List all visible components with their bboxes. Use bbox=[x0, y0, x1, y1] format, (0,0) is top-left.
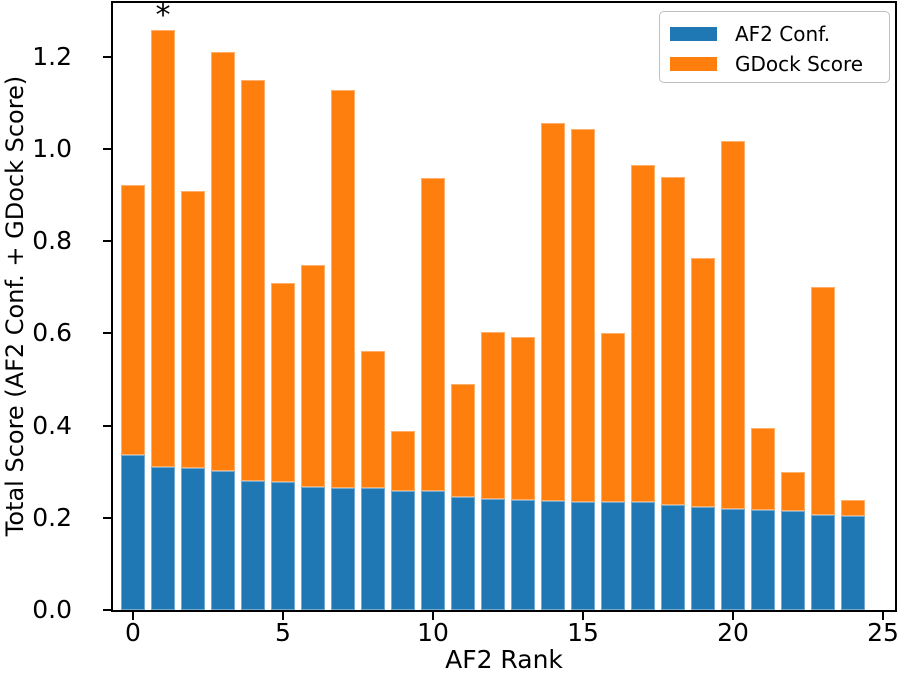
bar-segment-af2-conf bbox=[391, 491, 415, 610]
bar-segment-af2-conf bbox=[541, 501, 565, 610]
x-tick-label: 25 bbox=[867, 618, 899, 647]
bar-segment-af2-conf bbox=[451, 497, 475, 610]
bar-segment-af2-conf bbox=[331, 487, 355, 610]
significance-asterisk: * bbox=[155, 0, 171, 33]
y-tick-label: 0.4 bbox=[32, 411, 72, 440]
bar-segment-af2-conf bbox=[421, 491, 445, 610]
legend-item-gdock-score: GDock Score bbox=[670, 49, 879, 79]
y-tick-mark bbox=[103, 148, 112, 150]
bar-segment-gdock-score bbox=[511, 337, 535, 500]
bar-segment-af2-conf bbox=[841, 516, 865, 610]
x-tick-mark bbox=[582, 612, 584, 620]
y-tick-label: 0.2 bbox=[32, 503, 72, 532]
bar-segment-gdock-score bbox=[301, 265, 325, 487]
bar-segment-af2-conf bbox=[481, 498, 505, 610]
x-tick-mark bbox=[882, 612, 884, 620]
bar-segment-gdock-score bbox=[571, 129, 595, 503]
legend-swatch-gdock-score bbox=[670, 57, 717, 71]
bar-segment-gdock-score bbox=[781, 472, 805, 511]
bar-segment-af2-conf bbox=[301, 486, 325, 610]
bar-segment-af2-conf bbox=[181, 468, 205, 610]
x-tick-mark bbox=[132, 612, 134, 620]
bar-segment-gdock-score bbox=[601, 333, 625, 503]
x-tick-label: 0 bbox=[125, 618, 141, 647]
bar-segment-af2-conf bbox=[241, 480, 265, 610]
y-tick-label: 1.2 bbox=[32, 42, 72, 71]
y-tick-mark bbox=[103, 332, 112, 334]
bar-segment-af2-conf bbox=[121, 455, 145, 610]
y-tick-mark bbox=[103, 425, 112, 427]
bar-segment-gdock-score bbox=[841, 499, 865, 516]
y-tick-label: 0.0 bbox=[32, 595, 72, 624]
bar-segment-gdock-score bbox=[631, 165, 655, 503]
bar-segment-gdock-score bbox=[751, 428, 775, 510]
y-tick-mark bbox=[103, 609, 112, 611]
plot-area: * bbox=[111, 1, 897, 612]
bar-segment-gdock-score bbox=[211, 52, 235, 471]
x-tick-label: 10 bbox=[417, 618, 449, 647]
bar-segment-af2-conf bbox=[631, 502, 655, 610]
bar-segment-af2-conf bbox=[211, 470, 235, 610]
y-tick-mark bbox=[103, 240, 112, 242]
bar-segment-gdock-score bbox=[331, 90, 355, 488]
legend-item-af2-conf: AF2 Conf. bbox=[670, 19, 879, 49]
bar-segment-af2-conf bbox=[511, 499, 535, 610]
bar-segment-af2-conf bbox=[271, 481, 295, 610]
bar-segment-af2-conf bbox=[571, 502, 595, 610]
plot-inner: * bbox=[113, 0, 895, 610]
bar-segment-af2-conf bbox=[601, 502, 625, 610]
bar-segment-gdock-score bbox=[541, 122, 565, 502]
bar-segment-af2-conf bbox=[781, 510, 805, 610]
bar-segment-gdock-score bbox=[121, 185, 145, 456]
bar-segment-gdock-score bbox=[151, 30, 175, 468]
bar-segment-af2-conf bbox=[361, 487, 385, 610]
bar-segment-af2-conf bbox=[811, 515, 835, 610]
y-tick-mark bbox=[103, 517, 112, 519]
x-tick-mark bbox=[432, 612, 434, 620]
bar-segment-gdock-score bbox=[181, 191, 205, 468]
legend: AF2 Conf. GDock Score bbox=[659, 11, 890, 83]
x-tick-label: 20 bbox=[717, 618, 749, 647]
bar-segment-gdock-score bbox=[451, 384, 475, 498]
x-axis-label: AF2 Rank bbox=[445, 645, 563, 674]
bar-segment-af2-conf bbox=[661, 504, 685, 610]
bar-segment-gdock-score bbox=[661, 177, 685, 505]
y-tick-mark bbox=[103, 56, 112, 58]
x-tick-mark bbox=[282, 612, 284, 620]
bar-segment-af2-conf bbox=[751, 510, 775, 610]
legend-swatch-af2-conf bbox=[670, 27, 717, 41]
bar-segment-gdock-score bbox=[361, 351, 385, 488]
bar-segment-af2-conf bbox=[691, 507, 715, 610]
y-tick-label: 0.6 bbox=[32, 318, 72, 347]
y-tick-label: 1.0 bbox=[32, 134, 72, 163]
x-tick-label: 5 bbox=[275, 618, 291, 647]
bar-segment-gdock-score bbox=[811, 287, 835, 516]
bar-segment-gdock-score bbox=[421, 178, 445, 492]
bar-segment-af2-conf bbox=[721, 509, 745, 610]
legend-label-gdock-score: GDock Score bbox=[735, 52, 864, 76]
legend-label-af2-conf: AF2 Conf. bbox=[735, 22, 831, 46]
x-tick-mark bbox=[732, 612, 734, 620]
y-tick-label: 0.8 bbox=[32, 226, 72, 255]
bar-segment-gdock-score bbox=[271, 283, 295, 482]
bar-segment-gdock-score bbox=[481, 332, 505, 499]
bar-segment-gdock-score bbox=[691, 257, 715, 508]
bar-segment-gdock-score bbox=[241, 79, 265, 481]
bar-segment-af2-conf bbox=[151, 467, 175, 610]
bar-segment-gdock-score bbox=[721, 141, 745, 510]
bar-segment-gdock-score bbox=[391, 431, 415, 492]
x-tick-label: 15 bbox=[567, 618, 599, 647]
